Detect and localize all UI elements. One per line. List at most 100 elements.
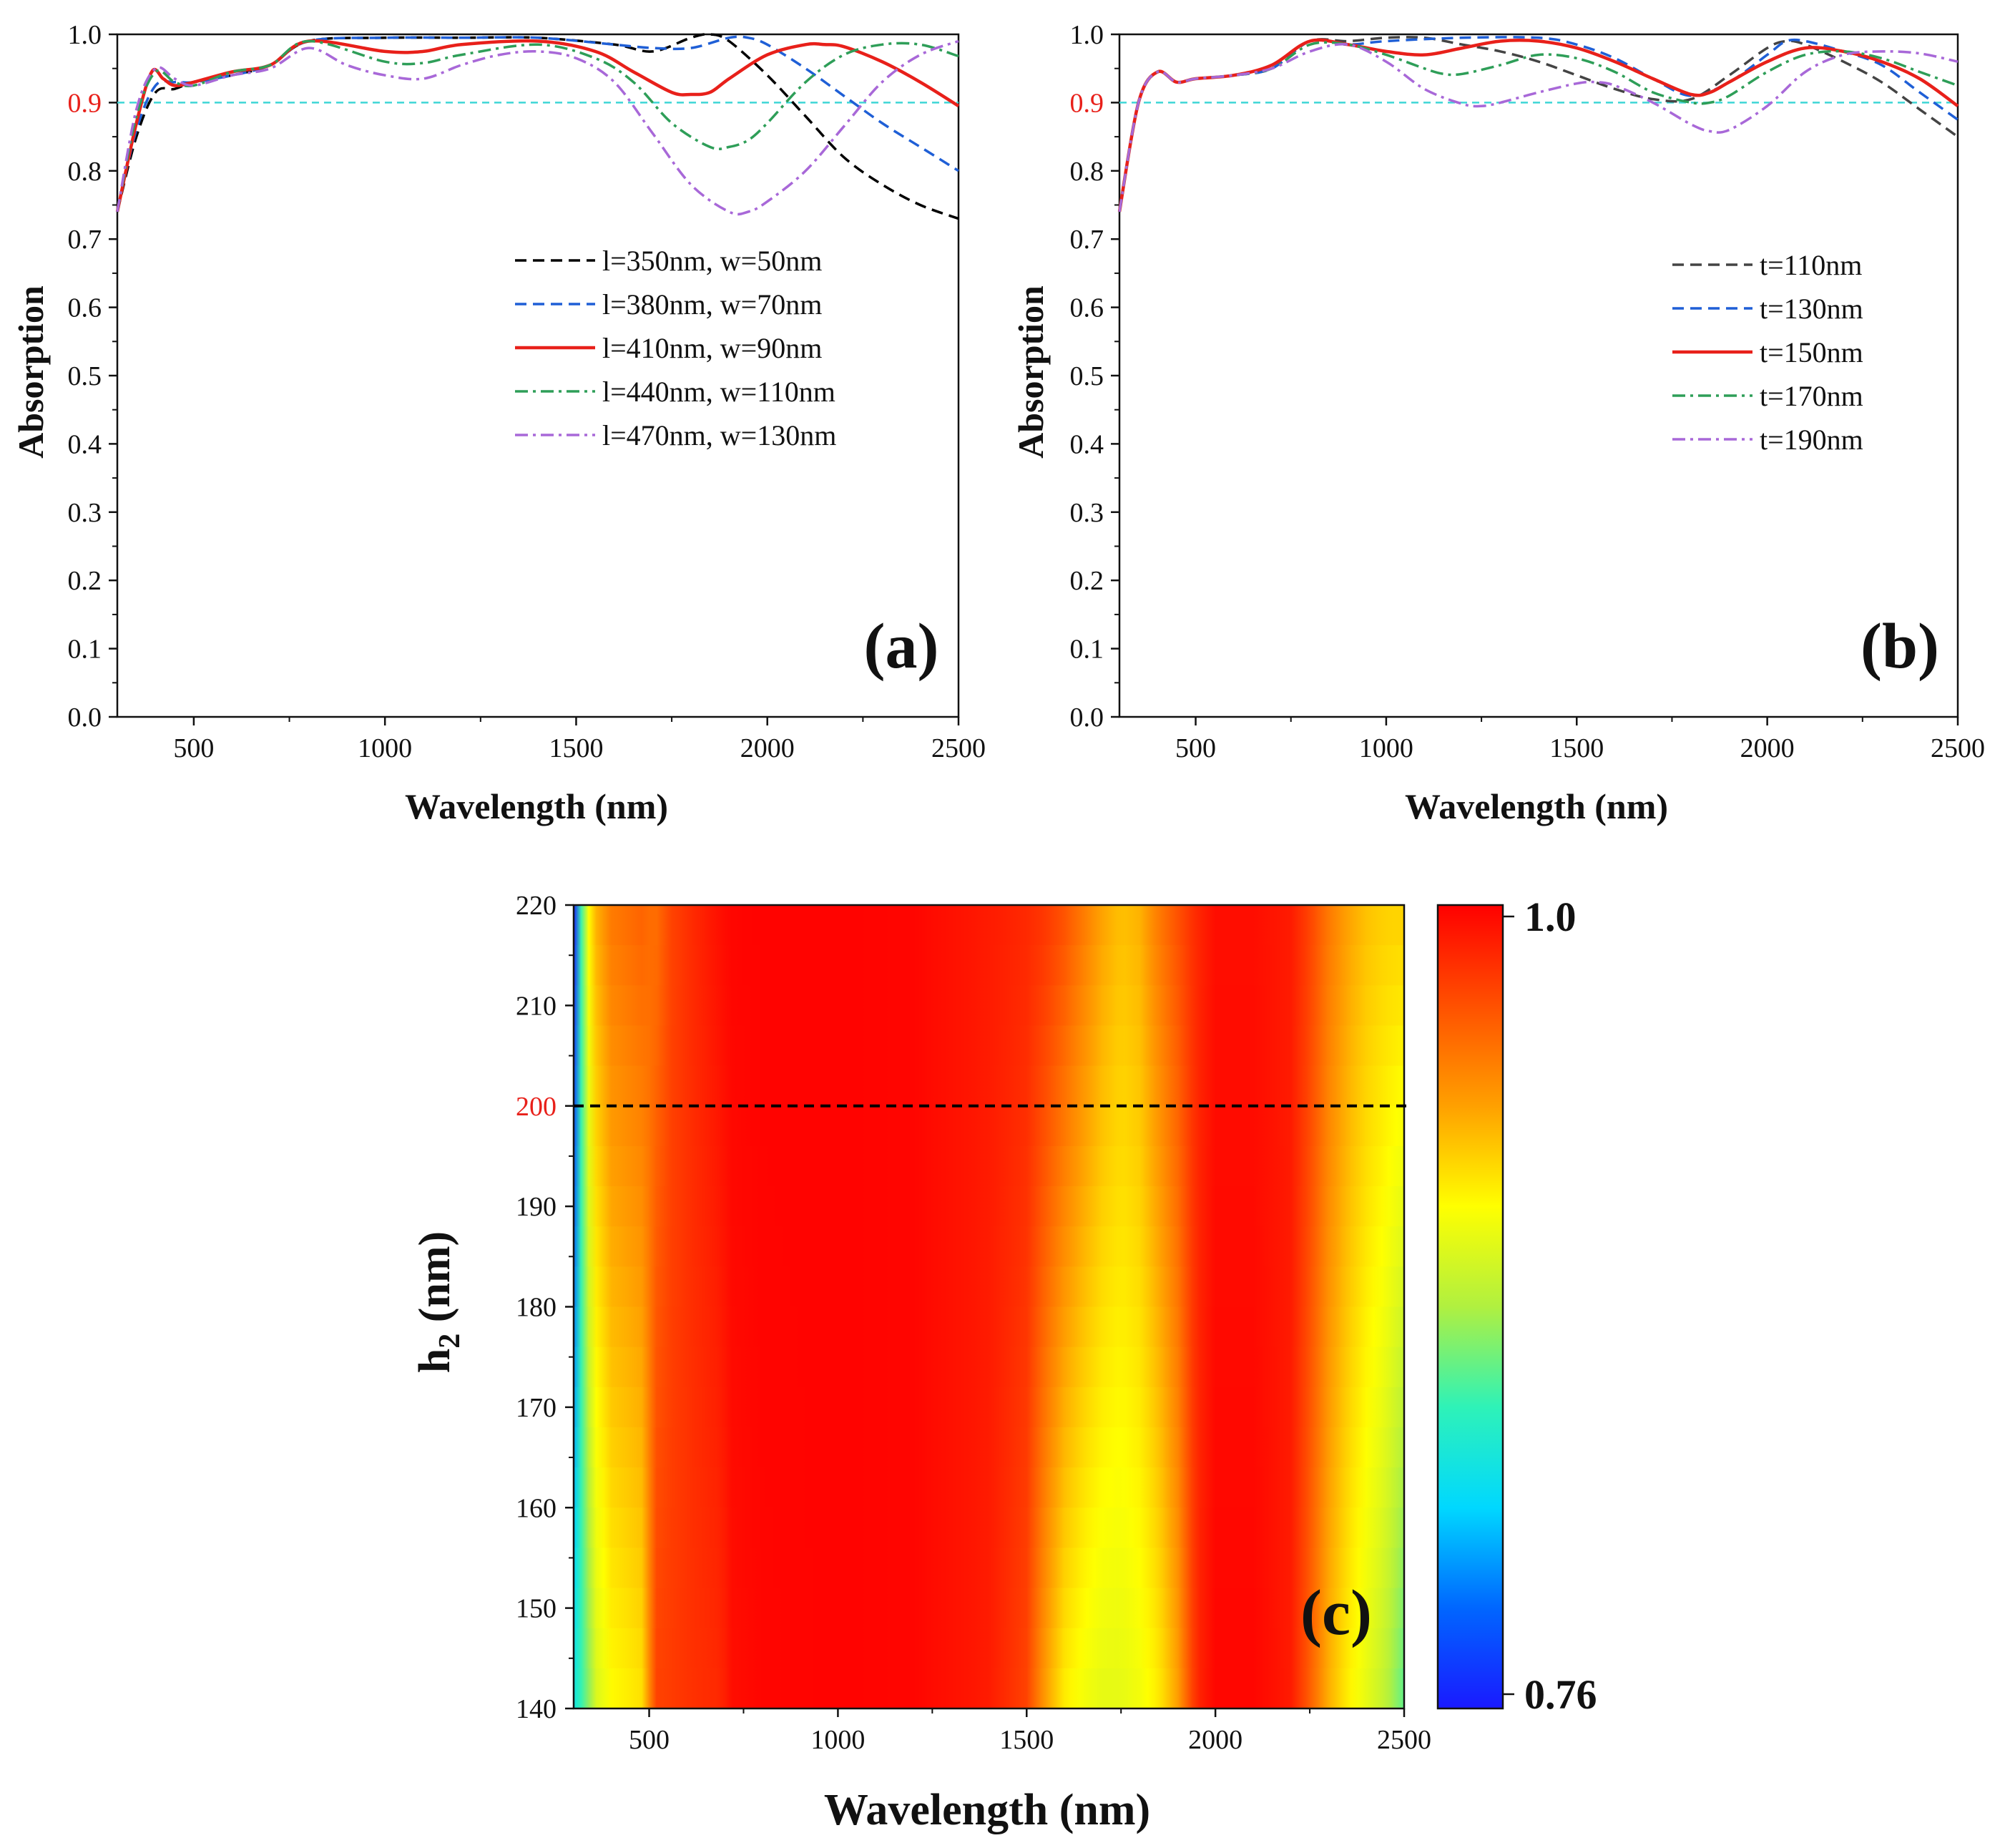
series-line-2 bbox=[1118, 36, 1959, 212]
colorbar-max-label: 1.0 bbox=[1524, 894, 1577, 940]
panel-c-heatmap: 140 150 160 170 180 190 200 210 220 500 1000 1500 20… bbox=[411, 891, 1597, 1834]
panel-c-x-axis-title: Wavelength (nm) bbox=[824, 1786, 1150, 1834]
y-tick-label: 0.2 bbox=[68, 566, 102, 596]
y-tick-label: 0.6 bbox=[1070, 293, 1104, 323]
y-tick-label: 180 bbox=[516, 1293, 557, 1323]
heatmap-row bbox=[574, 1427, 1404, 1469]
x-tick-label: 2000 bbox=[740, 733, 795, 763]
series-line-2 bbox=[116, 35, 959, 212]
y-tick-label: 210 bbox=[516, 991, 557, 1021]
panel-c-tag: (c) bbox=[1300, 1578, 1372, 1648]
x-tick-label: 500 bbox=[173, 733, 214, 763]
y-tick-label: 0.6 bbox=[68, 293, 102, 323]
plot-frame bbox=[1118, 33, 1959, 718]
y-tick-label: 0.7 bbox=[1070, 225, 1104, 255]
panel-a-plot-area: 0.0 0.1 0.2 0.3 0.4 0.5 0.6 0.7 0.8 0.9 1.0 500 1000… bbox=[68, 20, 986, 763]
y-tick-label: 0.5 bbox=[1070, 361, 1104, 391]
x-tick-label: 1500 bbox=[549, 733, 603, 763]
legend-entry-3: l=410nm, w=90nm bbox=[602, 332, 822, 364]
y-tick-label: 0.7 bbox=[68, 225, 102, 255]
panel-b-plot-area: 0.0 0.1 0.2 0.3 0.4 0.5 0.6 0.7 0.8 0.9 1.0 500 1000… bbox=[1070, 20, 1986, 763]
panel-a-y-axis-title: Absorption bbox=[11, 285, 51, 459]
heatmap-row bbox=[574, 985, 1404, 1027]
y-tick-label: 0.0 bbox=[68, 703, 102, 733]
heatmap-row bbox=[574, 1628, 1404, 1669]
x-tick-label: 2000 bbox=[1188, 1725, 1242, 1755]
series-line-5 bbox=[116, 39, 959, 216]
y-tick-label: 0.4 bbox=[68, 429, 102, 459]
legend-entry-1: l=350nm, w=50nm bbox=[602, 245, 822, 277]
legend-entry-2: t=130nm bbox=[1760, 293, 1863, 325]
x-tick-label: 2000 bbox=[1740, 733, 1795, 763]
heatmap-row bbox=[574, 1186, 1404, 1228]
y-tick-label: 170 bbox=[516, 1393, 557, 1423]
panel-c-y-axis-title: h2 (nm) bbox=[411, 1231, 466, 1373]
y-tick-label: 0.5 bbox=[68, 361, 102, 391]
legend-entry-5: t=190nm bbox=[1760, 424, 1863, 456]
heatmap-row bbox=[574, 1548, 1404, 1589]
heatmap-row bbox=[574, 905, 1404, 947]
series-line-3 bbox=[1117, 38, 1959, 212]
y-tick-label: 0.2 bbox=[1070, 566, 1104, 596]
y-tick-label: 0.3 bbox=[1070, 498, 1104, 528]
series-line-5 bbox=[1118, 43, 1958, 212]
colorbar-gradient bbox=[1436, 904, 1504, 1710]
heatmap-row bbox=[574, 1306, 1404, 1348]
heatmap-row bbox=[574, 1266, 1404, 1308]
y-tick-label: 0.0 bbox=[1070, 703, 1104, 733]
colorbar-min-label: 0.76 bbox=[1524, 1671, 1597, 1718]
heatmap-row bbox=[574, 1387, 1404, 1428]
heatmap-row bbox=[574, 1467, 1404, 1509]
y-tick-label: 0.1 bbox=[68, 635, 102, 665]
y-tick-label: 0.9 bbox=[1070, 88, 1104, 118]
panel-b-y-axis-title: Absorption bbox=[1011, 285, 1051, 459]
panel-b-x-axis-title: Wavelength (nm) bbox=[1405, 786, 1668, 826]
heatmap-row bbox=[574, 1668, 1404, 1709]
y-tick-label: 0.3 bbox=[68, 498, 102, 528]
heatmap-row bbox=[574, 1346, 1404, 1388]
x-tick-label: 1500 bbox=[999, 1725, 1054, 1755]
y-tick-label: 140 bbox=[516, 1694, 557, 1724]
y-tick-label: 150 bbox=[516, 1594, 557, 1624]
y-tick-label: 190 bbox=[516, 1192, 557, 1222]
panel-a-tag: (a) bbox=[864, 611, 939, 682]
y-tick-label: 0.1 bbox=[1070, 635, 1104, 665]
y-tick-label: 0.8 bbox=[68, 157, 102, 187]
heatmap-row bbox=[574, 1025, 1404, 1067]
y-tick-label: 200 bbox=[516, 1092, 557, 1122]
legend-entry-3: t=150nm bbox=[1760, 336, 1863, 368]
heatmap-row bbox=[574, 1507, 1404, 1549]
y-tick-label: 220 bbox=[516, 891, 557, 921]
x-tick-label: 500 bbox=[1175, 733, 1216, 763]
heatmap-row bbox=[574, 1588, 1404, 1629]
heatmap-row bbox=[574, 1145, 1404, 1188]
heatmap-row bbox=[574, 1105, 1404, 1147]
x-tick-label: 1500 bbox=[1549, 733, 1604, 763]
x-tick-label: 500 bbox=[629, 1725, 670, 1755]
panel-b-tag: (b) bbox=[1861, 611, 1939, 682]
x-tick-label: 2500 bbox=[931, 733, 986, 763]
panel-b-chart: 0.0 0.1 0.2 0.3 0.4 0.5 0.6 0.7 0.8 0.9 1.0 500 1000… bbox=[1011, 20, 1985, 826]
legend-entry-5: l=470nm, w=130nm bbox=[602, 419, 836, 451]
x-tick-label: 2500 bbox=[1377, 1725, 1431, 1755]
y-tick-label: 0.4 bbox=[1070, 429, 1104, 459]
y-tick-label: 1.0 bbox=[1070, 20, 1104, 50]
panel-a-x-axis-title: Wavelength (nm) bbox=[405, 786, 668, 826]
y-tick-label: 0.8 bbox=[1070, 157, 1104, 187]
heatmap-row bbox=[574, 1226, 1404, 1268]
series-line-3 bbox=[115, 39, 960, 212]
heatmap-row bbox=[574, 1065, 1404, 1107]
panel-c-colorbar: 1.0 0.76 bbox=[1436, 894, 1597, 1718]
y-tick-label: 1.0 bbox=[68, 20, 102, 50]
x-tick-label: 1000 bbox=[810, 1725, 865, 1755]
legend-entry-4: l=440nm, w=110nm bbox=[602, 376, 835, 408]
x-tick-label: 2500 bbox=[1931, 733, 1985, 763]
x-tick-label: 1000 bbox=[1359, 733, 1413, 763]
series-line-4 bbox=[1118, 41, 1958, 212]
panel-c-plot-area: 140 150 160 170 180 190 200 210 220 500 1000 1500 20… bbox=[516, 891, 1431, 1755]
x-tick-label: 1000 bbox=[358, 733, 412, 763]
y-tick-label: 160 bbox=[516, 1493, 557, 1523]
series-line-1 bbox=[1118, 36, 1959, 212]
heatmap-row bbox=[574, 945, 1404, 987]
